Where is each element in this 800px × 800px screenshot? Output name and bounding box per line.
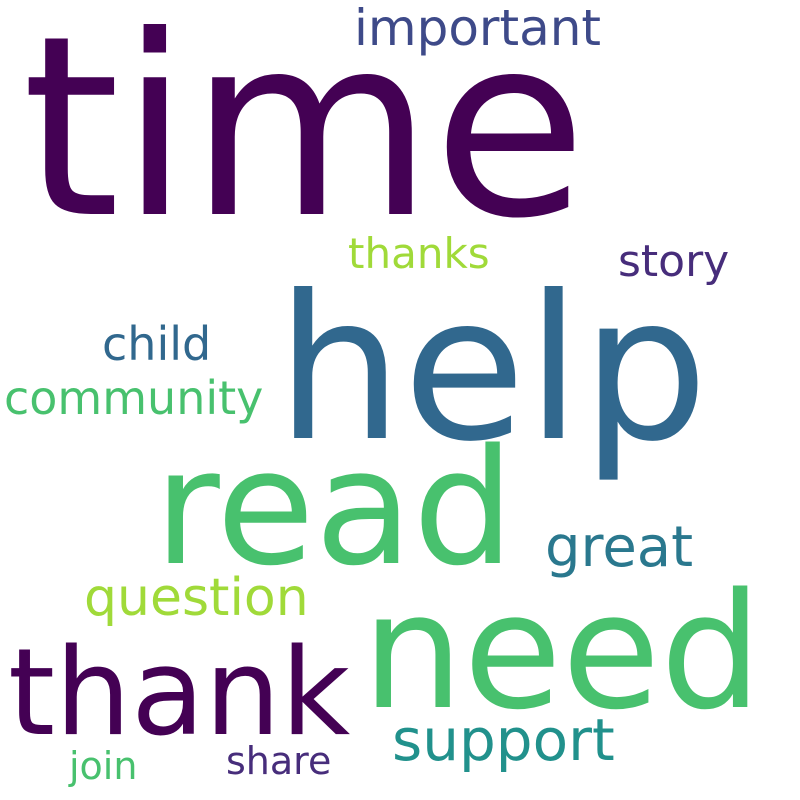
- word-question: question: [84, 568, 309, 628]
- word-great: great: [545, 515, 694, 580]
- word-share: share: [226, 739, 332, 783]
- word-time: time: [22, 0, 587, 273]
- word-thanks: thanks: [348, 229, 490, 278]
- word-join: join: [69, 744, 138, 788]
- word-need: need: [362, 558, 762, 745]
- word-thank: thank: [8, 624, 351, 763]
- word-support: support: [392, 706, 615, 774]
- word-child: child: [102, 317, 212, 371]
- word-important: important: [354, 0, 602, 57]
- word-story: story: [618, 236, 730, 287]
- word-help: help: [276, 253, 709, 486]
- word-community: community: [4, 371, 264, 425]
- word-read: read: [154, 414, 515, 601]
